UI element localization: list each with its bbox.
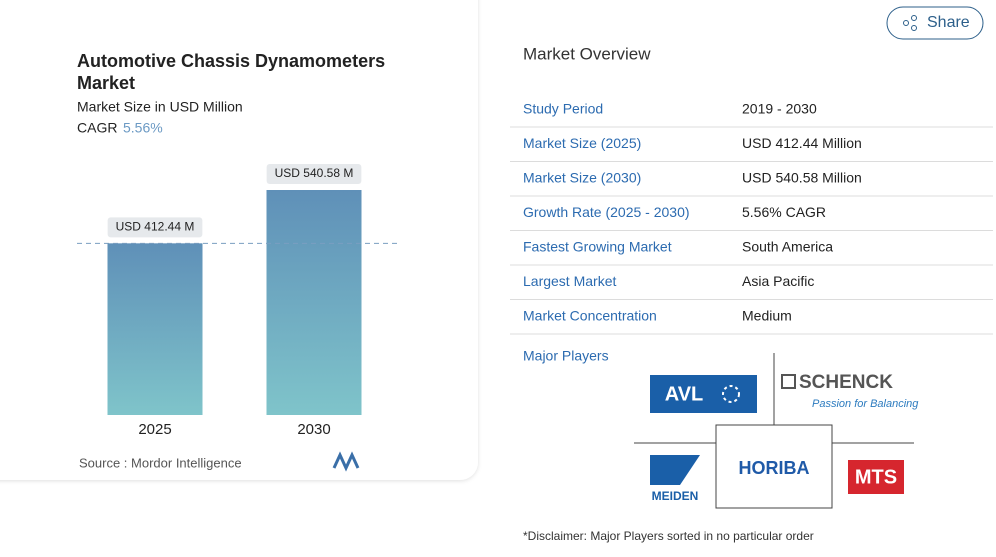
subtitle: Market Size in USD Million	[77, 99, 243, 115]
players-grid: AVL SCHENCK Passion for Balancing MEIDEN…	[634, 353, 919, 509]
share-icon[interactable]	[911, 15, 917, 21]
row-label: Market Size (2025)	[523, 135, 641, 151]
row-label: Market Size (2030)	[523, 170, 641, 186]
cagr-value: 5.56%	[123, 120, 163, 136]
share-outline[interactable]	[886, 6, 984, 40]
overview-table: Study Period 2019 - 2030 Market Size (2025…	[510, 101, 993, 335]
row-value: USD 540.58 Million	[742, 170, 862, 186]
share-label[interactable]: Share	[927, 14, 970, 31]
row-label: Largest Market	[523, 273, 616, 289]
value-label-box	[266, 164, 362, 184]
row-label: Growth Rate (2025 - 2030)	[523, 204, 690, 220]
chart-card	[0, 0, 478, 480]
row-label: Market Concentration	[523, 308, 657, 324]
meiden-mark	[650, 455, 700, 485]
horiba-name: HORIBA	[739, 458, 810, 478]
meiden-name: MEIDEN	[652, 489, 699, 503]
value-label-box	[107, 217, 203, 238]
value-label: USD 540.58 M	[275, 166, 354, 180]
x-tick-label: 2025	[138, 421, 171, 438]
overview-title: Market Overview	[523, 44, 651, 63]
source: Source : Mordor Intelligence	[79, 455, 242, 470]
schenck-mark	[781, 374, 796, 389]
chart-title-line: Market	[77, 73, 135, 93]
row-value: Asia Pacific	[742, 273, 814, 289]
avl-name: AVL	[665, 383, 704, 405]
row-label: Fastest Growing Market	[523, 239, 672, 255]
share-button[interactable]: Share	[886, 6, 984, 40]
chart-title-line: Automotive Chassis Dynamometers	[77, 51, 385, 71]
mts-logo	[848, 460, 904, 494]
row-value: South America	[742, 239, 833, 255]
disclaimer: *Disclaimer: Major Players sorted in no …	[523, 529, 814, 543]
row-value: 2019 - 2030	[742, 101, 817, 117]
bar	[107, 243, 203, 415]
x-tick-label: 2030	[297, 421, 330, 438]
share-icon[interactable]	[911, 25, 917, 31]
share-icon[interactable]	[903, 20, 909, 26]
source-logo	[332, 451, 360, 472]
row-label: Study Period	[523, 101, 603, 117]
row-value: USD 412.44 Million	[742, 135, 862, 151]
cagr-label: CAGR	[77, 120, 117, 136]
schenck-name: SCHENCK	[799, 372, 893, 393]
row-value: Medium	[742, 308, 792, 324]
schenck-tagline: Passion for Balancing	[812, 398, 919, 410]
mts-name: MTS	[855, 466, 897, 488]
row-value: 5.56% CAGR	[742, 204, 826, 220]
avl-mark	[722, 385, 740, 403]
logo-icon	[332, 451, 360, 472]
bar	[266, 190, 362, 415]
chart-title: Automotive Chassis Dynamometers Market	[77, 51, 385, 93]
grid-box	[715, 424, 833, 509]
value-label: USD 412.44 M	[116, 220, 195, 234]
major-players-label: Major Players	[523, 348, 609, 364]
